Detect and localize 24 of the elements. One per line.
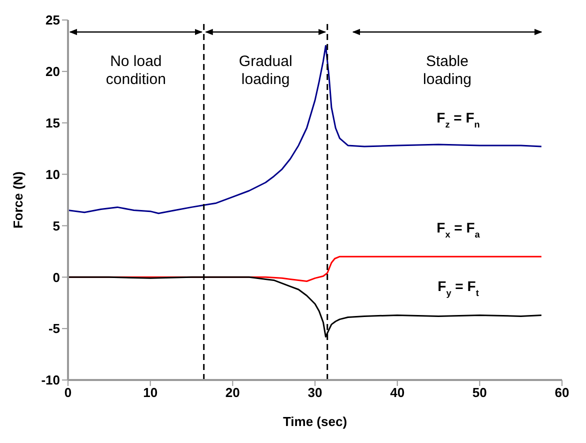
x-tick-label: 0: [64, 385, 72, 400]
x-tick-label: 60: [554, 385, 570, 400]
x-tick-label: 20: [225, 385, 240, 400]
x-tick-label: 30: [308, 385, 322, 400]
y-tick-label: 10: [46, 166, 60, 182]
series-label: F$_{y}$ = F$_{t}$: [438, 278, 479, 298]
series-label: F$_{z}$ = F$_{n}$: [436, 110, 480, 130]
y-tick-label: 15: [46, 115, 60, 130]
y-tick-label: 5: [52, 218, 60, 234]
series-label: F$_{x}$ = F$_{a}$: [436, 220, 481, 240]
line-series: [68, 44, 542, 214]
annotation: No load condition: [106, 53, 166, 88]
x-tick-label: 50: [472, 385, 487, 400]
y-tick-label: -10: [41, 372, 60, 388]
y-tick-label: 25: [46, 12, 60, 28]
x-tick-label: 10: [143, 385, 158, 400]
annotation: Gradual loading: [238, 53, 292, 88]
x-tick-label: 40: [390, 385, 405, 400]
annotation: Stable loading: [423, 53, 472, 88]
y-axis-title: Force (N): [10, 171, 26, 229]
y-tick-label: 20: [46, 64, 60, 80]
y-tick-label: 0: [52, 270, 60, 285]
y-tick-label: -5: [48, 321, 60, 336]
x-axis-title: Time (sec): [282, 414, 348, 429]
